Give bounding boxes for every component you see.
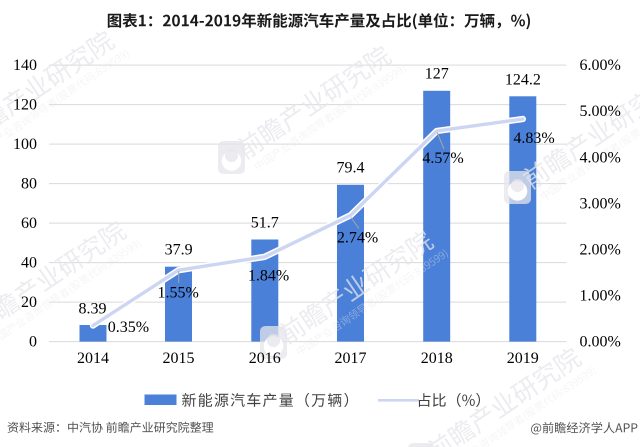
svg-text:4.83%: 4.83% — [513, 130, 554, 147]
svg-text:0.00%: 0.00% — [580, 334, 621, 351]
svg-text:140: 140 — [13, 57, 37, 74]
svg-text:2018: 2018 — [421, 350, 453, 367]
svg-text:2.00%: 2.00% — [580, 241, 621, 258]
svg-text:4.00%: 4.00% — [580, 149, 621, 166]
svg-text:3.00%: 3.00% — [580, 195, 621, 212]
svg-text:0.35%: 0.35% — [108, 319, 149, 336]
svg-text:4.57%: 4.57% — [422, 150, 463, 167]
svg-text:1.00%: 1.00% — [580, 288, 621, 305]
svg-text:1.55%: 1.55% — [158, 285, 199, 302]
svg-text:60: 60 — [21, 215, 37, 232]
svg-text:80: 80 — [21, 176, 37, 193]
svg-text:120: 120 — [13, 97, 37, 114]
svg-text:79.4: 79.4 — [337, 160, 365, 177]
svg-text:1.84%: 1.84% — [248, 268, 289, 285]
svg-text:2017: 2017 — [335, 350, 367, 367]
svg-text:100: 100 — [13, 136, 37, 153]
svg-text:8.39: 8.39 — [79, 301, 107, 318]
svg-text:124.2: 124.2 — [505, 71, 541, 88]
svg-text:2015: 2015 — [163, 350, 195, 367]
svg-text:2019: 2019 — [507, 350, 539, 367]
svg-text:51.7: 51.7 — [251, 215, 279, 232]
svg-text:40: 40 — [21, 255, 37, 272]
svg-text:20: 20 — [21, 294, 37, 311]
svg-text:37.9: 37.9 — [165, 242, 193, 259]
svg-text:2.74%: 2.74% — [337, 230, 378, 247]
svg-text:5.00%: 5.00% — [580, 103, 621, 120]
svg-text:127: 127 — [425, 65, 449, 82]
svg-text:0: 0 — [29, 334, 37, 351]
svg-text:2014: 2014 — [77, 350, 109, 367]
svg-text:6.00%: 6.00% — [580, 57, 621, 74]
svg-text:2016: 2016 — [249, 350, 281, 367]
